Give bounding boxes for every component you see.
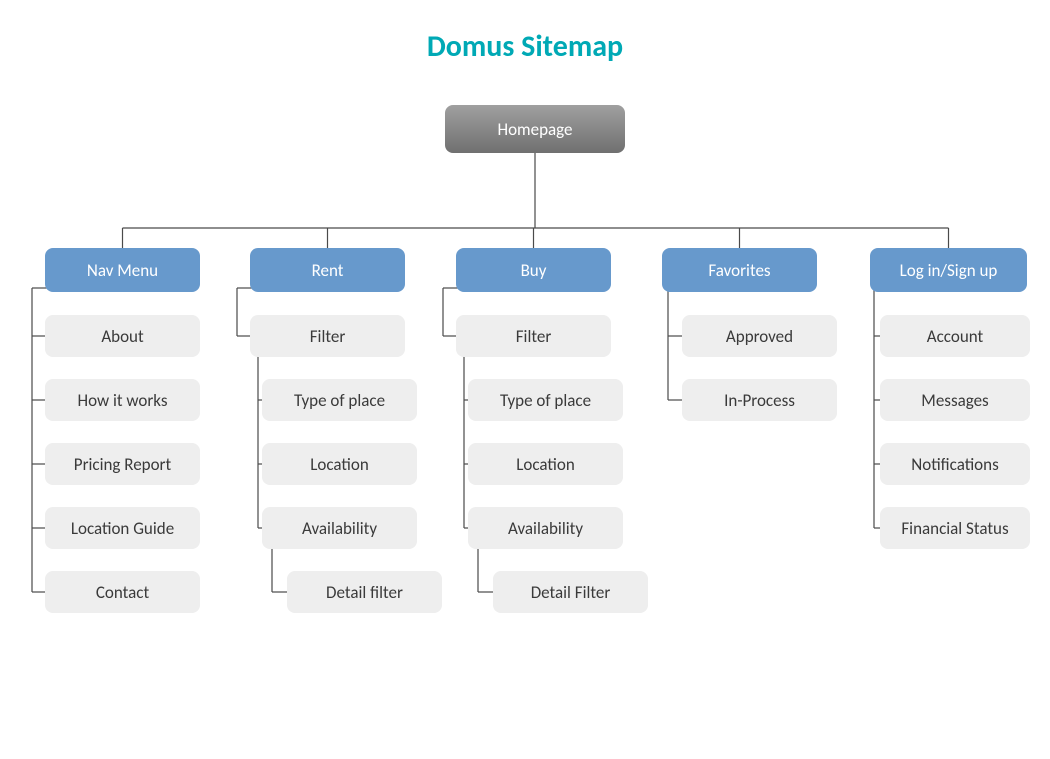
node-buy-gchild-2: Availability [468, 507, 623, 549]
node-navmenu-child-4: Contact [45, 571, 200, 613]
node-rent-gchild-1: Location [262, 443, 417, 485]
sitemap-title: Domus Sitemap [0, 28, 1050, 65]
node-buy-gchild-1: Location [468, 443, 623, 485]
node-login-child-3: Financial Status [880, 507, 1030, 549]
node-buy-gchild-0: Type of place [468, 379, 623, 421]
node-rent-gchild-2: Availability [262, 507, 417, 549]
node-root: Homepage [445, 105, 625, 153]
node-rent-gchild-3: Detail filter [287, 571, 442, 613]
node-login-child-2: Notifications [880, 443, 1030, 485]
node-navmenu-child-3: Location Guide [45, 507, 200, 549]
node-navmenu-child-2: Pricing Report [45, 443, 200, 485]
node-section-rent: Rent [250, 248, 405, 292]
node-favorites-child-0: Approved [682, 315, 837, 357]
node-section-buy: Buy [456, 248, 611, 292]
node-favorites-child-1: In-Process [682, 379, 837, 421]
node-navmenu-child-1: How it works [45, 379, 200, 421]
node-section-login: Log in/Sign up [870, 248, 1027, 292]
node-rent-child-0: Filter [250, 315, 405, 357]
node-section-navmenu: Nav Menu [45, 248, 200, 292]
node-buy-gchild-3: Detail Filter [493, 571, 648, 613]
node-login-child-1: Messages [880, 379, 1030, 421]
node-navmenu-child-0: About [45, 315, 200, 357]
node-section-favorites: Favorites [662, 248, 817, 292]
node-login-child-0: Account [880, 315, 1030, 357]
node-buy-child-0: Filter [456, 315, 611, 357]
node-rent-gchild-0: Type of place [262, 379, 417, 421]
